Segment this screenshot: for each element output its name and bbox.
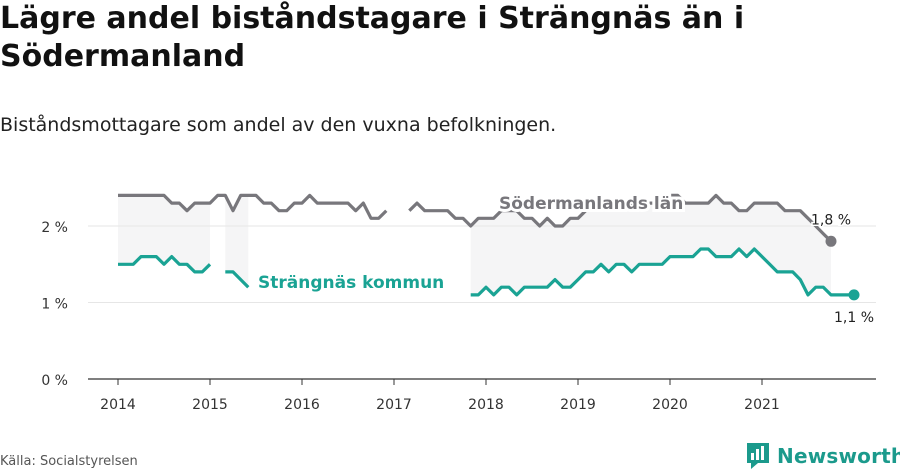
series-line-region (408, 193, 833, 243)
series-end-point-region (825, 235, 837, 247)
x-tick-label: 2014 (100, 397, 136, 413)
source-note: Källa: Socialstyrelsen (0, 454, 138, 469)
x-tick-label: 2015 (192, 397, 228, 413)
series-gap-band (225, 195, 249, 288)
end-value-label: 1,8 % (811, 212, 851, 228)
brand-logo: Newsworthy (745, 440, 900, 472)
x-tick-label: 2019 (560, 397, 596, 413)
brand-name: Newsworthy (777, 444, 900, 468)
x-tick-label: 2016 (284, 397, 320, 413)
series-line-region (118, 193, 388, 220)
x-tick-label: 2021 (744, 397, 780, 413)
end-value-label: 1,1 % (834, 310, 874, 326)
series-gap-band (118, 195, 210, 272)
x-tick-label: 2020 (652, 397, 688, 413)
y-tick-label: 2 % (41, 220, 68, 236)
series-line-municipality (225, 270, 250, 289)
y-tick-label: 1 % (41, 297, 68, 313)
newsworthy-logo-icon (747, 443, 769, 469)
x-tick-label: 2018 (468, 397, 504, 413)
series-end-point-municipality (848, 289, 860, 301)
series-line-municipality (118, 255, 212, 274)
x-tick-label: 2017 (376, 397, 412, 413)
series-line-municipality (470, 247, 854, 297)
chart-title: Lägre andel biståndstagare i Strängnäs ä… (0, 1, 745, 74)
chart-subtitle: Biståndsmottagare som andel av den vuxna… (0, 114, 557, 136)
y-tick-label: 0 % (41, 373, 68, 389)
line-chart: 0 % 1 % 2 % 2014 2015 2016 2017 2018 2019 2020 202… (41, 193, 876, 413)
series-gap-band (470, 195, 831, 295)
series-label: Strängnäs kommun (258, 273, 444, 293)
series-label: Södermanlands län (499, 194, 683, 214)
